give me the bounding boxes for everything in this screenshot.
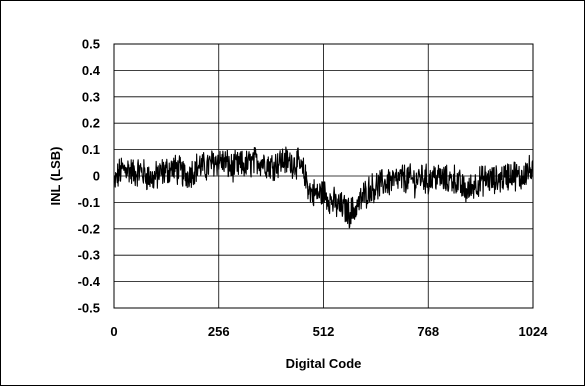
x-axis-title: Digital Code [286, 356, 362, 371]
y-tick-label: 0.1 [82, 142, 100, 157]
y-tick-label: -0.2 [78, 221, 100, 236]
y-tick-label: 0.4 [82, 63, 101, 78]
x-tick-label: 768 [417, 324, 439, 339]
y-tick-label: 0.2 [82, 116, 100, 131]
x-tick-label: 0 [110, 324, 117, 339]
y-tick-label: 0.3 [82, 89, 100, 104]
y-axis-title: INL (LSB) [48, 147, 63, 206]
y-tick-label: 0 [93, 169, 100, 184]
y-tick-label: -0.4 [78, 274, 101, 289]
x-tick-label: 256 [208, 324, 230, 339]
y-tick-label: 0.5 [82, 37, 100, 52]
y-tick-labels: 0.5 0.4 0.3 0.2 0.1 0 -0.1 -0.2 -0.3 -0.4 -0.5 [78, 37, 101, 316]
x-tick-label: 512 [313, 324, 335, 339]
plot-border [113, 43, 534, 309]
x-tick-labels: 0 256 512 768 1024 [110, 324, 548, 339]
y-tick-label: -0.1 [78, 195, 100, 210]
y-tick-label: -0.5 [78, 301, 100, 316]
series-layer [113, 146, 534, 229]
inl-series-line [113, 146, 534, 229]
y-tick-label: -0.3 [78, 248, 100, 263]
x-tick-label: 1024 [519, 324, 549, 339]
